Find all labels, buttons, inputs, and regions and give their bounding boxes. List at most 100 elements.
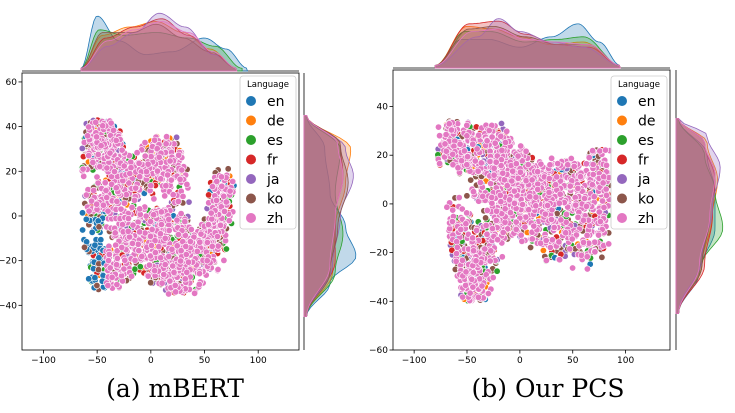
- scatter-point-zh: [595, 208, 603, 216]
- scatter-point-zh: [570, 162, 578, 170]
- scatter-point-en: [94, 217, 102, 225]
- scatter-point-ja: [497, 120, 505, 128]
- scatter-point-zh: [460, 147, 468, 155]
- scatter-point-zh: [482, 221, 490, 229]
- scatter-point-zh: [92, 118, 100, 126]
- scatter-point-zh: [158, 221, 166, 229]
- scatter-point-zh: [466, 289, 474, 297]
- scatter-point-zh: [478, 282, 486, 290]
- y-tick-label: −40: [0, 301, 17, 311]
- scatter-point-zh: [463, 209, 471, 217]
- legend-marker-es: [246, 135, 256, 145]
- scatter-point-zh: [145, 261, 153, 269]
- scatter-point-zh: [464, 153, 472, 161]
- legend-marker-fr: [246, 154, 256, 165]
- scatter-point-zh: [191, 289, 199, 297]
- y-tick-label: 40: [6, 123, 18, 133]
- scatter-point-zh: [512, 225, 520, 233]
- scatter-point-zh: [141, 152, 149, 160]
- scatter-point-zh: [134, 240, 142, 248]
- marginal-y-zh: [303, 115, 344, 317]
- scatter-point-zh: [499, 229, 507, 237]
- scatter-point-zh: [585, 154, 593, 162]
- scatter-point-zh: [442, 147, 450, 155]
- scatter-point-zh: [181, 218, 189, 226]
- scatter-point-zh: [187, 226, 195, 234]
- scatter-point-zh: [564, 161, 572, 169]
- scatter-point-zh: [469, 283, 477, 291]
- scatter-point-zh: [107, 119, 115, 127]
- legend-box: [239, 75, 297, 230]
- marginal-x-zh: [80, 21, 238, 72]
- scatter-point-zh: [213, 196, 221, 204]
- scatter-point-zh: [542, 237, 550, 245]
- scatter-point-zh: [193, 247, 201, 255]
- scatter-point-zh: [181, 231, 189, 239]
- scatter-point-zh: [473, 226, 481, 234]
- scatter-point-zh: [108, 180, 116, 188]
- scatter-point-zh: [522, 213, 530, 221]
- scatter-point-zh: [111, 168, 119, 176]
- scatter-point-zh: [154, 167, 162, 175]
- scatter-point-zh: [486, 158, 494, 166]
- scatter-point-zh: [462, 268, 470, 276]
- scatter-point-zh: [209, 183, 217, 191]
- marginal-x-en: [80, 15, 249, 72]
- scatter-point-zh: [588, 181, 596, 189]
- legend-label-de: de: [638, 114, 656, 130]
- scatter-point-zh: [600, 204, 608, 212]
- scatter-point-zh: [489, 274, 497, 282]
- scatter-point-zh: [512, 160, 520, 168]
- panel-pcs: −100 −50 0 50 100 −60 −40 −20 0 20 40 Language en de e…: [369, 18, 724, 366]
- scatter-point-zh: [119, 221, 127, 229]
- scatter-point-zh: [225, 217, 233, 225]
- legend-marker-en: [617, 96, 627, 106]
- legend-label-ko: ko: [638, 192, 654, 208]
- marginal-x-fr: [434, 20, 621, 69]
- marginal-y-zh: [675, 118, 716, 314]
- scatter-point-zh: [89, 158, 97, 166]
- scatter-point-zh: [443, 203, 451, 211]
- scatter-point-zh: [175, 151, 183, 159]
- scatter-point-zh: [562, 210, 570, 218]
- scatter-point-zh: [498, 253, 506, 261]
- scatter-point-zh: [562, 229, 570, 237]
- scatter-point-zh: [196, 238, 204, 246]
- scatter-point-zh: [601, 146, 609, 154]
- scatter-point-zh: [117, 205, 125, 213]
- scatter-point-zh: [118, 243, 126, 251]
- legend-box: [610, 75, 668, 230]
- scatter-point-zh: [534, 185, 542, 193]
- scatter-point-zh: [557, 216, 565, 224]
- scatter-point-zh: [79, 165, 87, 173]
- scatter-point-zh: [183, 268, 191, 276]
- scatter-point-zh: [458, 205, 466, 213]
- x-tick-label: 100: [617, 356, 634, 366]
- scatter-point-zh: [470, 247, 478, 255]
- scatter-point-zh: [148, 241, 156, 249]
- scatter-point-zh: [106, 264, 114, 272]
- scatter-point-zh: [124, 215, 132, 223]
- scatter-point-zh: [141, 139, 149, 147]
- scatter-point-zh: [508, 177, 516, 185]
- legend-marker-zh: [617, 213, 627, 223]
- scatter-point-en: [97, 236, 105, 244]
- scatter-point-ko: [463, 192, 471, 200]
- scatter-point-zh: [530, 222, 538, 230]
- scatter-point-fr: [205, 191, 213, 199]
- scatter-point-zh: [118, 146, 126, 154]
- scatter-point-zh: [553, 173, 561, 181]
- scatter-point-zh: [178, 166, 186, 174]
- y-tick-label: 20: [6, 167, 18, 177]
- scatter-point-zh: [499, 169, 507, 177]
- scatter-point-zh: [605, 240, 613, 248]
- scatter-point-ko: [527, 244, 535, 252]
- scatter-point-zh: [454, 164, 462, 172]
- x-tick-label: 50: [567, 356, 579, 366]
- scatter-point-zh: [582, 160, 590, 168]
- scatter-point-zh: [182, 242, 190, 250]
- scatter-point-zh: [177, 210, 185, 218]
- scatter-point-zh: [602, 185, 610, 193]
- scatter-point-zh: [151, 249, 159, 257]
- scatter-point-zh: [157, 175, 165, 183]
